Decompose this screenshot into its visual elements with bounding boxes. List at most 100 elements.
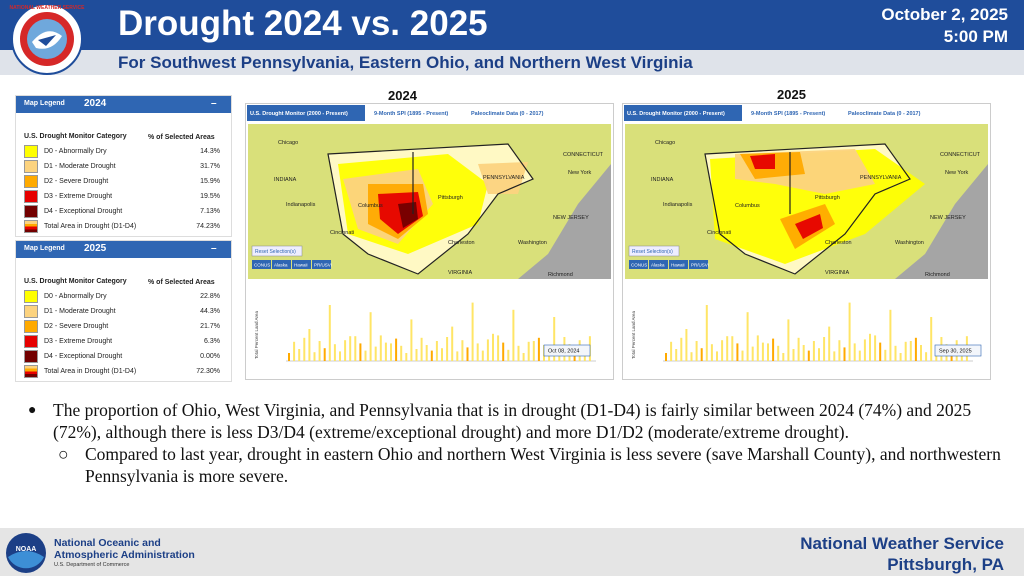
legend-row: D0 - Abnormally Dry 14.3% <box>24 145 224 159</box>
map-tab: U.S. Drought Monitor (2000 - Present) <box>627 111 725 117</box>
legend-panel: Map Legend 2025 – U.S. Drought Monitor Cate… <box>15 240 232 382</box>
spike <box>818 348 820 361</box>
legend-row: D1 - Moderate Drought 44.3% <box>24 305 224 319</box>
legend-swatch <box>24 290 38 303</box>
spike <box>736 343 739 361</box>
region-button[interactable] <box>252 260 271 269</box>
agency-name: National Oceanic and Atmospheric Adminis… <box>54 537 195 561</box>
spike <box>354 336 357 361</box>
spike <box>517 345 520 361</box>
region-button[interactable] <box>312 260 331 269</box>
spike <box>884 349 887 361</box>
slide-title: Drought 2024 vs. 2025 <box>118 4 488 43</box>
spike <box>705 305 708 361</box>
map-tab: Paleoclimate Data (0 - 2017) <box>471 111 544 117</box>
map-panel: U.S. Drought Monitor (2000 - Present) 9-M… <box>622 103 991 380</box>
legend-row: D2 - Severe Drought 21.7% <box>24 320 224 334</box>
legend-row: Total Area in Drought (D1-D4) 72.30% <box>24 365 224 379</box>
region-outline <box>704 143 911 275</box>
region-outline <box>327 143 534 275</box>
office-name: National Weather Service Pittsburgh, PA <box>800 533 1004 575</box>
map-label: Chicago <box>278 140 298 146</box>
spike <box>685 329 688 361</box>
spike <box>863 339 866 361</box>
legend-value: 15.9% <box>200 178 220 185</box>
legend-value: 19.5% <box>200 193 220 200</box>
percent-header: % of Selected Areas <box>148 279 215 286</box>
region-button[interactable] <box>272 260 291 269</box>
bullet-list: ● The proportion of Ohio, West Virginia, … <box>28 400 1003 487</box>
spike <box>486 339 489 361</box>
legend-row: D2 - Severe Drought 15.9% <box>24 175 224 189</box>
spike <box>792 349 795 361</box>
spike <box>782 353 785 361</box>
map-panel: U.S. Drought Monitor (2000 - Present) 9-M… <box>245 103 614 380</box>
spike <box>446 337 449 361</box>
tooltip: Sep 30, 2025 <box>939 349 972 355</box>
spike <box>537 337 540 361</box>
spike <box>690 352 693 361</box>
region-button-label: Hawaii <box>294 263 308 268</box>
legend-swatch <box>24 160 38 173</box>
region-button-label: PR/USVI <box>691 263 709 268</box>
spike <box>869 333 871 361</box>
map-label: VIRGINIA <box>448 270 472 276</box>
spike <box>532 341 535 361</box>
spike <box>899 353 902 361</box>
region-button-label: PR/USVI <box>314 263 332 268</box>
office-line: Pittsburgh, PA <box>887 555 1004 574</box>
spike <box>761 342 764 361</box>
date: October 2, 2025 <box>881 5 1008 24</box>
reset-button[interactable] <box>628 245 680 257</box>
map: Chicago INDIANA Indianapolis Columbus Cincin… <box>248 124 611 279</box>
reset-button[interactable] <box>251 245 303 257</box>
region-button-label: CONUS <box>631 263 647 268</box>
footer <box>0 528 1024 576</box>
spike <box>430 350 433 361</box>
region-button[interactable] <box>292 260 311 269</box>
noaa-logo: NOAA <box>6 533 46 573</box>
map-label: Chicago <box>655 140 675 146</box>
spike <box>848 302 851 361</box>
spike <box>787 319 790 361</box>
map-screenshot: U.S. Drought Monitor (2000 - Present) 9-M… <box>623 104 990 362</box>
spike <box>390 343 392 361</box>
region-button[interactable] <box>669 260 688 269</box>
spike <box>930 317 933 361</box>
spike <box>741 350 744 361</box>
legend-panel: Map Legend 2024 – U.S. Drought Monitor Cate… <box>15 95 232 237</box>
spike <box>435 341 438 361</box>
spike <box>833 351 836 361</box>
legend-swatch <box>24 335 38 348</box>
legend-label: D1 - Moderate Drought <box>44 308 116 315</box>
map-label: INDIANA <box>274 177 297 183</box>
spike <box>909 341 912 361</box>
map-label: Richmond <box>548 272 573 278</box>
spike <box>507 349 510 361</box>
legend-value: 31.7% <box>200 163 220 170</box>
agency-line: National Oceanic and <box>54 537 161 549</box>
region-button[interactable] <box>629 260 648 269</box>
spike <box>772 338 775 361</box>
spike <box>410 319 413 361</box>
tooltip: Oct 08, 2024 <box>548 349 580 355</box>
map-label: Pittsburgh <box>438 195 463 201</box>
spike <box>889 309 892 361</box>
region-button[interactable] <box>689 260 708 269</box>
spike <box>451 326 454 361</box>
category-header: U.S. Drought Monitor Category <box>24 278 127 285</box>
legend-swatch <box>24 220 38 233</box>
map-label: NEW JERSEY <box>930 215 966 221</box>
spike <box>731 336 734 361</box>
legend-toggle: – <box>211 98 217 109</box>
noaa-logo-text: NOAA <box>16 546 37 553</box>
spike <box>751 346 754 361</box>
map-label: Cincinnati <box>330 230 354 236</box>
region-button[interactable] <box>649 260 668 269</box>
spike <box>527 341 530 361</box>
spike <box>777 345 780 361</box>
spike <box>364 350 367 361</box>
legend-swatch <box>24 175 38 188</box>
spike <box>384 342 387 361</box>
